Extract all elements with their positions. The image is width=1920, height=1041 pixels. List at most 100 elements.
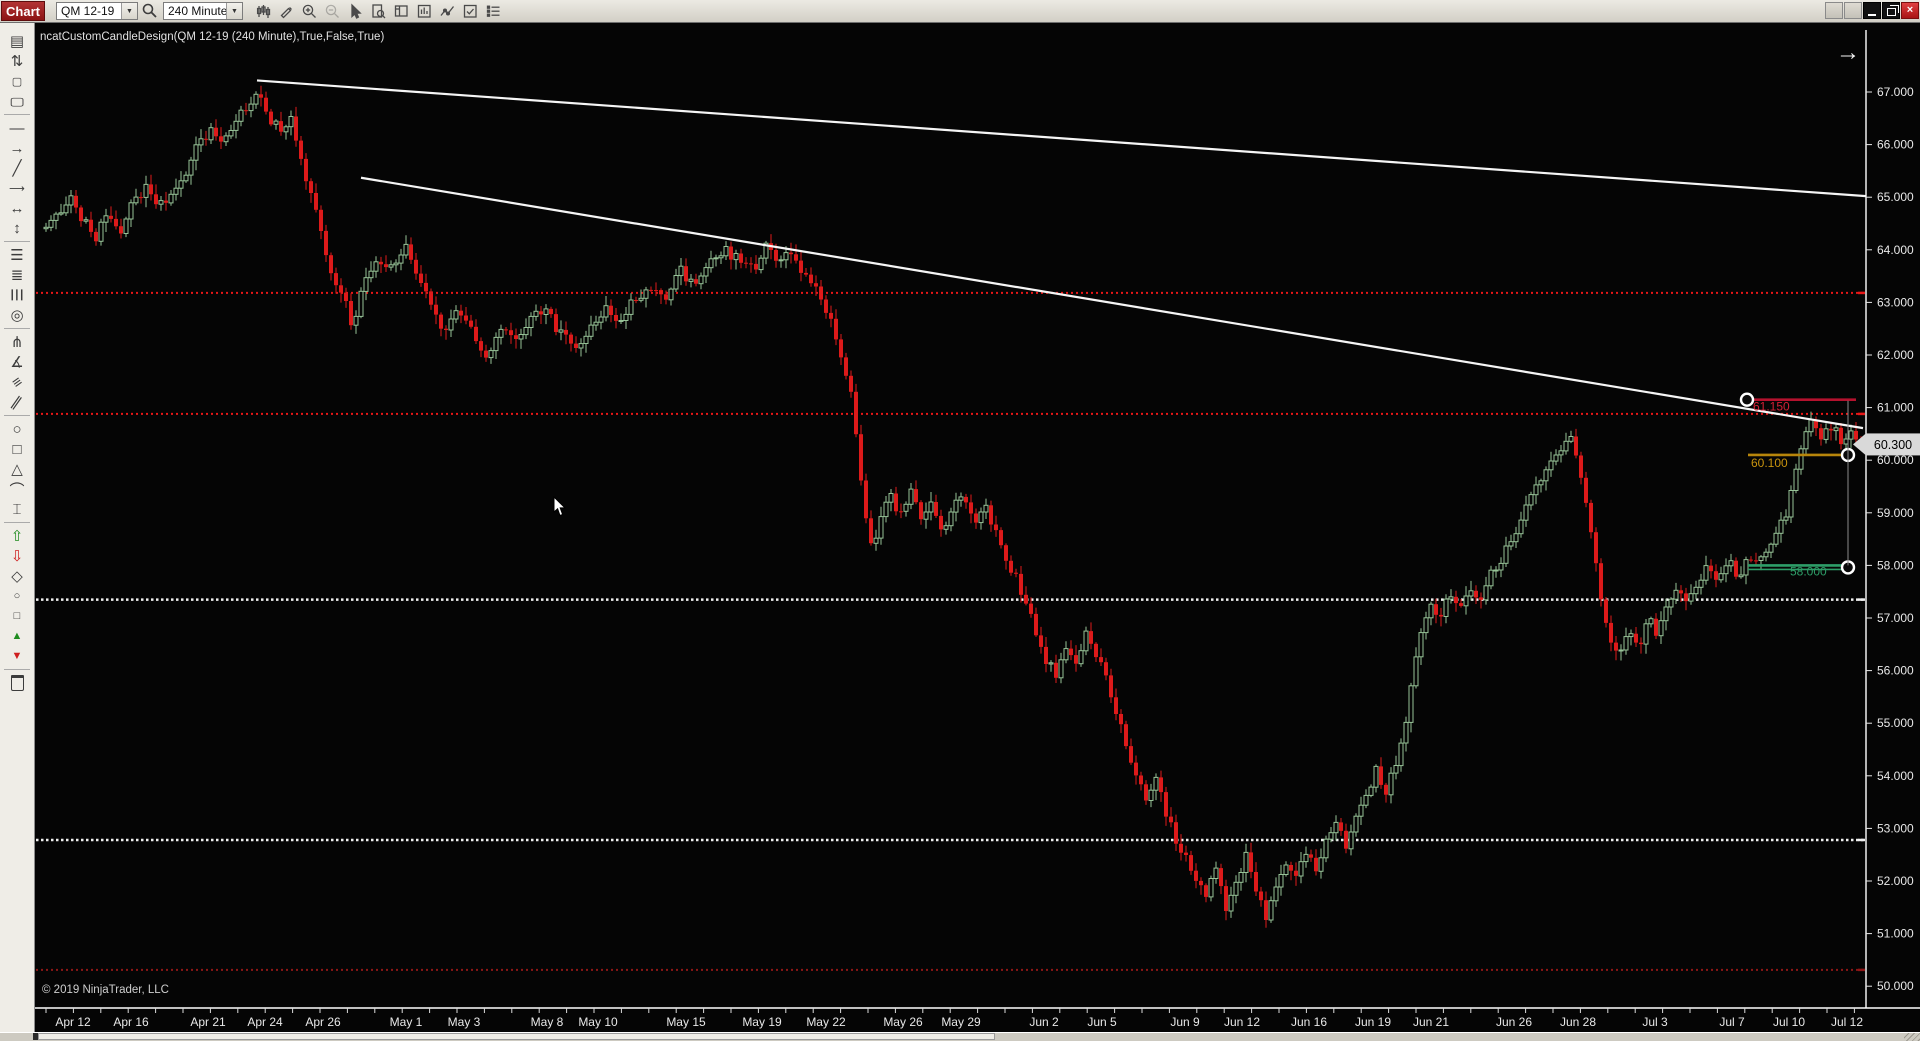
andrews-pitchfork-icon: ⋔ [11, 333, 24, 351]
arc-icon: ⌒ [9, 479, 24, 500]
window-title: Chart [1, 1, 45, 21]
chart-window-icon [416, 3, 433, 20]
arc-tool[interactable]: ⌒ [4, 479, 30, 499]
diamond-marker-tool[interactable]: ◇ [4, 566, 30, 586]
interval-dropdown[interactable]: 240 Minute ▼ [163, 2, 243, 20]
chevron-down-icon[interactable]: ▼ [121, 3, 137, 19]
data-box-icon [370, 3, 387, 20]
extended-line-tool[interactable]: ╱ [4, 158, 30, 178]
date-tick-label: Jun 19 [1355, 1015, 1391, 1029]
text-tool[interactable]: ⌶ [4, 499, 30, 519]
price-tick-label: 65.000 [1877, 190, 1914, 204]
toolbar-separator [4, 415, 30, 416]
select-region-tool[interactable]: ▢ [4, 71, 30, 91]
price-tick-label: 64.000 [1877, 243, 1914, 257]
gann-fan-tool[interactable]: ∡ [4, 352, 30, 372]
lower-trendline[interactable] [361, 178, 1863, 428]
date-tick-label: Jul 12 [1831, 1015, 1863, 1029]
triangle-down-marker-tool[interactable]: ▼ [4, 646, 30, 666]
date-tick-label: Apr 26 [305, 1015, 341, 1029]
arrow-down-marker-tool[interactable]: ⇩ [4, 546, 30, 566]
entry-line-label: 60.100 [1751, 456, 1788, 470]
price-tick-label: 55.000 [1877, 716, 1914, 730]
andrews-pitchfork-tool[interactable]: ⋔ [4, 332, 30, 352]
regression-channel-tool[interactable]: ∥ [4, 392, 30, 412]
arrow-line-tool[interactable]: ⟶ [4, 178, 30, 198]
search-button[interactable] [140, 2, 159, 20]
date-tick-label: Jun 28 [1560, 1015, 1596, 1029]
date-tick-label: Apr 12 [55, 1015, 91, 1029]
trash-tool[interactable] [4, 673, 30, 693]
zoom-out-button [321, 1, 344, 21]
horizontal-line-tool[interactable]: ↔ [4, 198, 30, 218]
draw-pencil-button[interactable] [275, 1, 298, 21]
trend-channel-tool[interactable]: ≡ [4, 372, 30, 392]
chart-panel-icon [393, 3, 410, 20]
square-marker-tool[interactable]: □ [4, 606, 30, 626]
target-line-label: 58.000 [1790, 564, 1827, 578]
scrollbar-thumb[interactable] [38, 1033, 995, 1040]
cursor-icon [347, 3, 364, 20]
link-button-2[interactable] [1844, 2, 1862, 19]
select-region-icon: ▢ [12, 75, 22, 88]
ray-icon: → [10, 140, 25, 157]
line-segment-tool[interactable]: — [4, 118, 30, 138]
interval-value: 240 Minute [164, 4, 226, 18]
date-tick-label: Jul 3 [1642, 1015, 1668, 1029]
strategy-button[interactable] [459, 1, 482, 21]
cursor-button[interactable] [344, 1, 367, 21]
ellipse-icon: ○ [12, 421, 21, 438]
parallel-lines-tool[interactable]: ☰ [4, 245, 30, 265]
vertical-line-tool[interactable]: ↕ [4, 218, 30, 238]
date-tick-label: May 29 [941, 1015, 981, 1029]
indicator-button[interactable] [436, 1, 459, 21]
toolbar-separator [4, 669, 30, 670]
ray-tool[interactable]: → [4, 138, 30, 158]
ruler-tool[interactable]: ▤ [4, 31, 30, 51]
extended-line-icon: ╱ [12, 159, 21, 177]
window-titlebar: Chart QM 12-19 ▼ 240 Minute ▼ × [0, 0, 1920, 23]
chart-style-button[interactable] [252, 1, 275, 21]
ruler-icon: ▤ [10, 32, 24, 50]
properties-list-button[interactable] [482, 1, 505, 21]
fibonacci-time-extensions-tool[interactable]: ☰ [4, 285, 30, 305]
zoom-in-button[interactable] [298, 1, 321, 21]
scroll-to-latest-arrow[interactable]: → [1836, 39, 1860, 66]
price-markers-tool[interactable]: ⇅ [4, 51, 30, 71]
date-tick-label: May 19 [742, 1015, 782, 1029]
chevron-down-icon[interactable]: ▼ [226, 3, 242, 19]
rectangle-tool[interactable]: □ [4, 439, 30, 459]
price-chart[interactable]: 61.15060.10058.00067.00066.00065.00064.0… [35, 23, 1920, 1032]
price-axis[interactable] [1866, 92, 1872, 986]
triangle-up-marker-tool[interactable]: ▲ [4, 626, 30, 646]
fibonacci-circle-tool[interactable]: ◎ [4, 305, 30, 325]
restore-button[interactable] [1882, 2, 1900, 19]
upper-trendline[interactable] [257, 80, 1866, 196]
fibonacci-time-extensions-icon: ☰ [8, 288, 26, 301]
link-button-1[interactable] [1825, 2, 1843, 19]
date-tick-label: Apr 21 [190, 1015, 226, 1029]
date-tick-label: Jun 12 [1224, 1015, 1260, 1029]
ellipse-tool[interactable]: ○ [4, 419, 30, 439]
drawing-toolbar: ▤⇅▢▢—→╱⟶↔↕☰≣☰◎⋔∡≡∥○□△⌒⌶⇧⇩◇○□▲▼ [0, 23, 35, 1040]
minimize-button[interactable] [1863, 2, 1881, 19]
dot-marker-tool[interactable]: ○ [4, 586, 30, 606]
diamond-marker-icon: ◇ [11, 567, 23, 585]
select-rect-tool[interactable]: ▢ [0, 91, 37, 111]
date-tick-label: May 26 [883, 1015, 923, 1029]
date-tick-label: May 22 [806, 1015, 846, 1029]
triangle-tool[interactable]: △ [4, 459, 30, 479]
toolbar-buttons [252, 0, 505, 22]
instrument-dropdown[interactable]: QM 12-19 ▼ [56, 2, 138, 20]
chart-panel-button[interactable] [390, 1, 413, 21]
data-box-button[interactable] [367, 1, 390, 21]
arrow-up-marker-tool[interactable]: ⇧ [4, 526, 30, 546]
price-tick-label: 50.000 [1877, 979, 1914, 993]
chart-window-button[interactable] [413, 1, 436, 21]
stop-line-handle[interactable] [1741, 394, 1753, 406]
close-button[interactable]: × [1901, 2, 1919, 19]
date-axis[interactable] [46, 1008, 1854, 1013]
fibonacci-retracement-tool[interactable]: ≣ [4, 265, 30, 285]
